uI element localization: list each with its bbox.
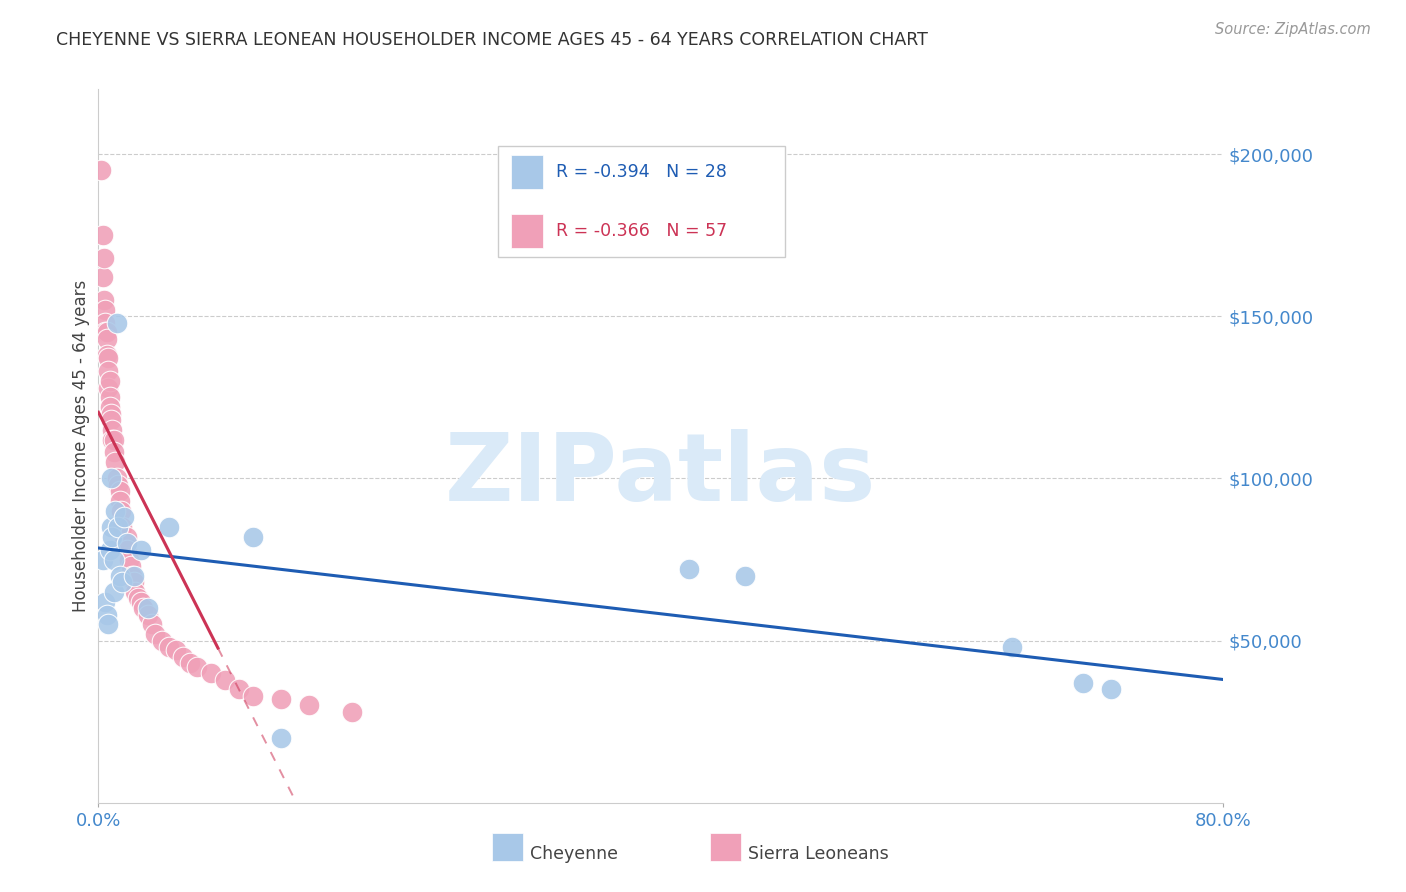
Point	[270, 731, 292, 745]
Point	[108, 484, 131, 499]
Point	[129, 542, 152, 557]
Point	[96, 607, 118, 622]
Point	[179, 657, 201, 671]
Text: R = -0.366   N = 57: R = -0.366 N = 57	[557, 222, 727, 240]
Point	[96, 326, 118, 340]
Point	[94, 316, 117, 330]
Point	[98, 374, 121, 388]
Bar	[498, 146, 785, 257]
Point	[172, 649, 194, 664]
Point	[115, 536, 138, 550]
Point	[242, 530, 264, 544]
Point	[1099, 682, 1122, 697]
Point	[734, 568, 756, 582]
Point	[165, 643, 187, 657]
Y-axis label: Householder Income Ages 45 - 64 years: Householder Income Ages 45 - 64 years	[72, 280, 90, 612]
Bar	[512, 155, 543, 189]
Point	[97, 617, 120, 632]
Point	[136, 601, 159, 615]
Point	[132, 601, 155, 615]
Point	[186, 659, 208, 673]
Point	[105, 316, 128, 330]
Point	[1001, 640, 1024, 654]
Point	[127, 591, 149, 606]
Point	[108, 494, 131, 508]
Point	[101, 530, 124, 544]
Point	[104, 455, 127, 469]
Point	[112, 536, 135, 550]
Point	[100, 520, 122, 534]
Text: R = -0.394   N = 28: R = -0.394 N = 28	[557, 163, 727, 181]
Point	[214, 673, 236, 687]
Bar	[512, 214, 543, 248]
Point	[112, 510, 135, 524]
Point	[94, 595, 117, 609]
Point	[228, 682, 250, 697]
Point	[96, 348, 118, 362]
Text: CHEYENNE VS SIERRA LEONEAN HOUSEHOLDER INCOME AGES 45 - 64 YEARS CORRELATION CHA: CHEYENNE VS SIERRA LEONEAN HOUSEHOLDER I…	[56, 31, 928, 49]
Point	[93, 293, 115, 307]
Point	[98, 542, 121, 557]
Point	[104, 504, 127, 518]
Point	[105, 471, 128, 485]
Point	[122, 575, 145, 590]
Point	[340, 705, 363, 719]
Point	[97, 351, 120, 366]
Point	[91, 552, 114, 566]
Point	[242, 689, 264, 703]
Point	[298, 698, 321, 713]
Point	[141, 617, 163, 632]
Point	[103, 433, 125, 447]
Point	[157, 640, 180, 654]
Point	[97, 381, 120, 395]
Point	[150, 633, 173, 648]
Point	[270, 692, 292, 706]
Point	[157, 520, 180, 534]
Point	[98, 400, 121, 414]
Point	[678, 562, 700, 576]
Point	[90, 163, 112, 178]
Point	[200, 666, 222, 681]
Point	[107, 478, 129, 492]
Point	[103, 585, 125, 599]
Text: Sierra Leoneans: Sierra Leoneans	[748, 845, 889, 863]
Point	[101, 423, 124, 437]
Point	[100, 471, 122, 485]
Point	[93, 251, 115, 265]
Point	[129, 595, 152, 609]
Point	[1071, 675, 1094, 690]
Point	[110, 504, 132, 518]
Point	[91, 228, 114, 243]
Point	[101, 433, 124, 447]
Point	[100, 407, 122, 421]
Point	[96, 332, 118, 346]
Point	[115, 530, 138, 544]
Text: Cheyenne: Cheyenne	[530, 845, 619, 863]
Point	[97, 364, 120, 378]
Point	[120, 559, 142, 574]
Point	[122, 568, 145, 582]
Point	[124, 585, 146, 599]
Point	[108, 568, 131, 582]
Point	[91, 270, 114, 285]
Point	[115, 542, 138, 557]
Point	[103, 552, 125, 566]
Point	[100, 413, 122, 427]
Point	[94, 326, 117, 340]
Point	[136, 607, 159, 622]
Point	[107, 520, 129, 534]
Point	[121, 568, 143, 582]
Point	[118, 552, 141, 566]
Point	[111, 520, 134, 534]
Point	[103, 445, 125, 459]
Point	[143, 627, 166, 641]
Point	[111, 575, 134, 590]
Text: Source: ZipAtlas.com: Source: ZipAtlas.com	[1215, 22, 1371, 37]
Point	[94, 302, 117, 317]
Point	[98, 390, 121, 404]
Text: ZIPatlas: ZIPatlas	[446, 428, 876, 521]
